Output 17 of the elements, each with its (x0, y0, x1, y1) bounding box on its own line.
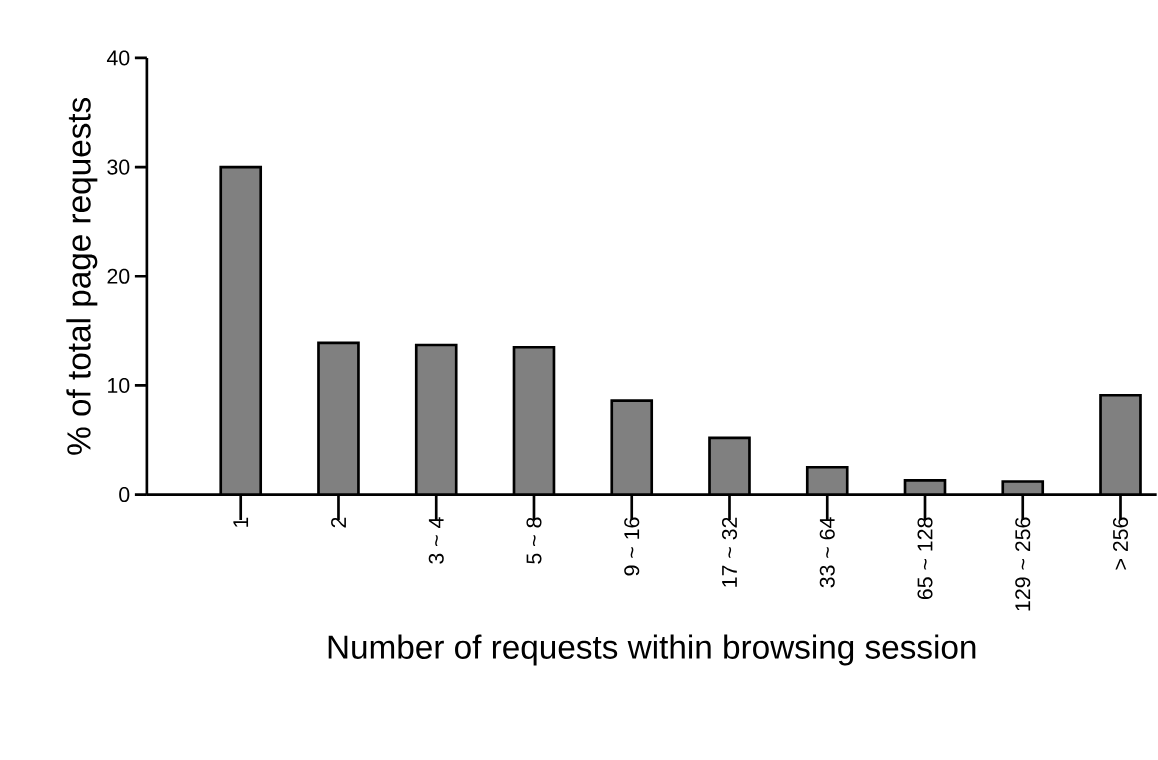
y-tick-label: 20 (107, 268, 130, 284)
x-tick-label: 33 ~ 64 (819, 517, 835, 588)
x-tick-label: 17 ~ 32 (721, 517, 738, 587)
y-tick-label: 30 (107, 159, 130, 175)
y-tick-label: 0 (119, 486, 130, 502)
x-tick-label: 1 (233, 517, 249, 527)
y-tick-label: 10 (108, 377, 130, 393)
x-tick-label: 65 ~ 128 (917, 517, 933, 599)
y-tick-label: 40 (106, 50, 130, 66)
x-tick-label: 9 ~ 16 (624, 517, 640, 576)
x-tick-label: > 256 (1112, 517, 1129, 570)
x-axis-title: Number of requests within browsing session (328, 634, 976, 666)
x-tick-label: 2 (331, 517, 346, 528)
x-tick-label: 5 ~ 8 (526, 517, 542, 564)
x-tick-label: 3 ~ 4 (428, 517, 444, 564)
y-axis-title: % of total page requests (66, 97, 98, 455)
x-tick-label: 129 ~ 256 (1015, 517, 1031, 611)
